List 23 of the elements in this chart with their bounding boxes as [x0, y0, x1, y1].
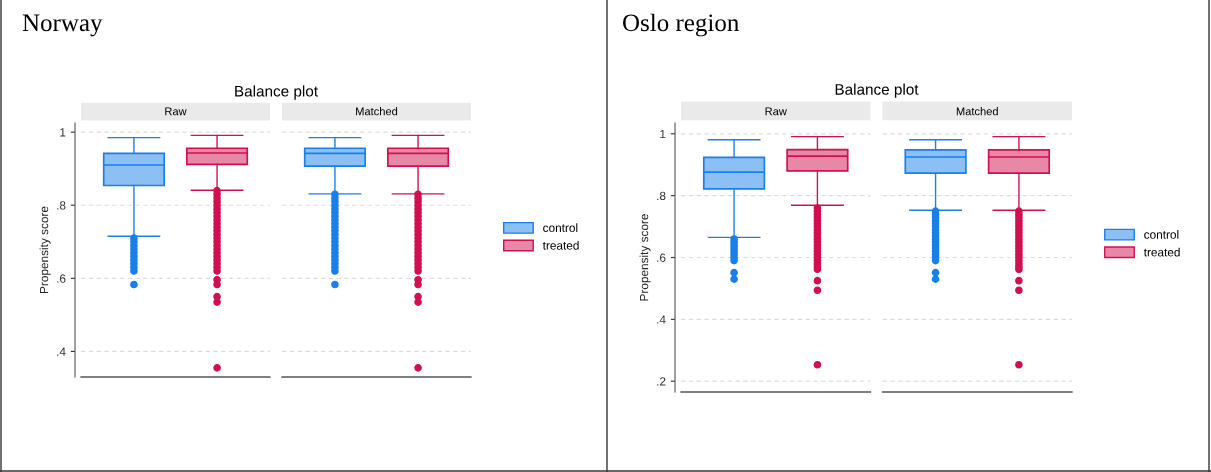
- chart-title: Balance plot: [235, 85, 318, 100]
- x-tick-label: Raw: [765, 107, 787, 116]
- legend-label: control: [543, 223, 578, 233]
- y-axis-title: Propensity score: [39, 206, 51, 293]
- y-tick-label: .8: [57, 201, 66, 210]
- y-tick-label: 1: [60, 128, 66, 137]
- y-tick-label: .4: [657, 315, 666, 324]
- legend-label: treated: [542, 241, 579, 250]
- x-tick-label: Matched: [356, 107, 398, 116]
- legend-label: control: [1144, 230, 1179, 239]
- y-tick-label: .6: [657, 253, 666, 262]
- text: Norway: [22, 14, 103, 37]
- x-tick-label: Raw: [165, 107, 187, 116]
- y-tick-label: .4: [57, 347, 66, 356]
- y-tick-label: .2: [657, 377, 666, 386]
- x-tick-label: Matched: [956, 107, 998, 116]
- y-tick-label: 1: [660, 129, 666, 139]
- y-axis-title: Propensity score: [639, 214, 651, 301]
- legend-label: treated: [1143, 247, 1180, 257]
- y-tick-label: .6: [57, 274, 66, 283]
- y-tick-label: .8: [657, 191, 666, 201]
- chart-title: Balance plot: [835, 83, 919, 98]
- text: Oslo region: [623, 13, 739, 37]
